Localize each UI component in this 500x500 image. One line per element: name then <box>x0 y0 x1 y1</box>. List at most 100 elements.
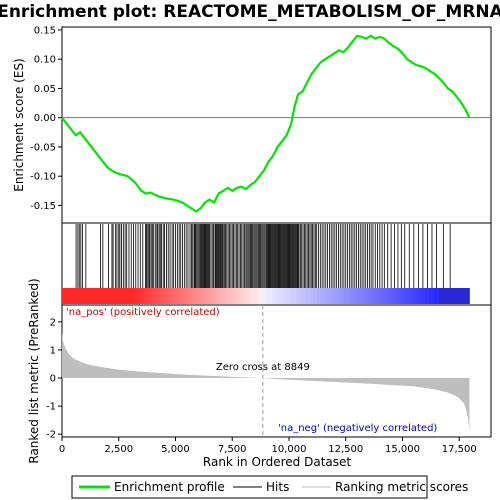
colorbar-segment <box>377 288 382 304</box>
colorbar-segment <box>286 288 290 304</box>
colorbar-segment <box>404 288 409 304</box>
colorbar-segment <box>75 288 80 304</box>
colorbar-segment <box>146 288 151 304</box>
colorbar-segment <box>228 288 233 304</box>
colorbar-segment <box>95 288 100 304</box>
colorbar-segment <box>255 288 260 304</box>
legend-hits-label: Hits <box>266 480 289 494</box>
colorbar-segment <box>224 288 229 304</box>
x-tick-label: 5,000 <box>161 444 190 455</box>
colorbar-segment <box>391 288 396 304</box>
colorbar-segment <box>231 288 236 304</box>
colorbar-segment <box>466 288 470 304</box>
colorbar-segment <box>428 288 433 304</box>
colorbar-segment <box>167 288 172 304</box>
colorbar-segment <box>275 288 280 304</box>
x-axis-label: Rank in Ordered Dataset <box>203 455 351 469</box>
colorbar-segment <box>269 288 273 304</box>
colorbar-segment <box>119 288 124 304</box>
enrichment-profile-line <box>61 34 471 213</box>
colorbar-segment <box>89 288 93 304</box>
colorbar-segment <box>187 288 192 304</box>
enrichment-score-panel: -0.15 -0.10 -0.05 0.00 0.05 0.10 0.15 Enrichme… <box>12 25 492 224</box>
colorbar-segment <box>238 288 243 304</box>
colorbar-segment <box>258 288 263 304</box>
metric-y-tick-label: -1 <box>46 402 56 413</box>
hits-panel <box>61 222 492 306</box>
x-tick-label: 10,000 <box>271 444 306 455</box>
chart-title: Enrichment plot: REACTOME_METABOLISM_OF_… <box>0 2 500 22</box>
es-y-tick-label: 0.05 <box>34 84 56 95</box>
colorbar-segment <box>279 288 284 304</box>
colorbar-segment <box>316 288 321 304</box>
colorbar-segment <box>92 288 97 304</box>
colorbar-segment <box>157 288 161 304</box>
metric-y-tick-label: 2 <box>50 317 56 328</box>
ranking-metric-area <box>62 333 470 432</box>
colorbar-segment <box>289 288 294 304</box>
metric-panel-frame <box>61 304 492 438</box>
colorbar-segment <box>303 288 307 304</box>
colorbar-segment <box>153 288 158 304</box>
colorbar-segment <box>207 288 212 304</box>
colorbar-segment <box>99 288 104 304</box>
zero-cross-label: Zero cross at 8849 <box>216 362 310 373</box>
metric-y-tick-label: -2 <box>46 430 56 441</box>
colorbar-segment <box>129 288 134 304</box>
colorbar-segment <box>133 288 138 304</box>
x-tick-label: 15,000 <box>385 444 420 455</box>
colorbar-segment <box>309 288 314 304</box>
colorbar-segment <box>136 288 141 304</box>
es-y-tick-label: -0.10 <box>30 172 56 183</box>
x-tick-label: 12,500 <box>328 444 363 455</box>
colorbar-segment <box>214 288 219 304</box>
colorbar-segment <box>262 288 267 304</box>
colorbar-segment <box>360 288 365 304</box>
colorbar-segment <box>387 288 392 304</box>
colorbar-segment <box>411 288 416 304</box>
colorbar-segment <box>82 288 87 304</box>
colorbar-segment <box>221 288 226 304</box>
colorbar-segment <box>326 288 331 304</box>
colorbar-segment <box>245 288 250 304</box>
colorbar-segment <box>350 288 355 304</box>
legend-enrichment-label: Enrichment profile <box>114 480 225 494</box>
colorbar-segment <box>150 288 155 304</box>
colorbar-segment <box>292 288 297 304</box>
colorbar-segment <box>357 288 362 304</box>
colorbar-segment <box>282 288 287 304</box>
colorbar-segment <box>459 288 464 304</box>
colorbar-segment <box>252 288 256 304</box>
colorbar-segment <box>418 288 423 304</box>
colorbar-segment <box>140 288 144 304</box>
es-y-tick-label: 0.15 <box>34 25 56 36</box>
colorbar-segment <box>425 288 430 304</box>
colorbar-segment <box>367 288 372 304</box>
colorbar-segment <box>174 288 178 304</box>
colorbar-segment <box>272 288 277 304</box>
colorbar-segment <box>415 288 419 304</box>
colorbar-segment <box>452 288 457 304</box>
colorbar-segment <box>180 288 185 304</box>
colorbar-segment <box>449 288 453 304</box>
colorbar-segment <box>163 288 168 304</box>
colorbar-segment <box>340 288 345 304</box>
colorbar-segment <box>364 288 368 304</box>
colorbar-segment <box>343 288 348 304</box>
colorbar-segment <box>72 288 76 304</box>
colorbar-segment <box>68 288 73 304</box>
colorbar-segment <box>265 288 270 304</box>
es-y-tick-label: -0.15 <box>30 201 56 212</box>
colorbar-segment <box>241 288 246 304</box>
colorbar-segment <box>65 288 70 304</box>
negative-correlation-label: 'na_neg' (negatively correlated) <box>278 423 437 434</box>
x-tick-label: 2,500 <box>104 444 133 455</box>
legend: Enrichment profile Hits Ranking metric s… <box>71 475 468 499</box>
colorbar-segment <box>323 288 328 304</box>
colorbar-segment <box>333 288 338 304</box>
colorbar-segment <box>78 288 83 304</box>
colorbar-segment <box>398 288 402 304</box>
colorbar-segment <box>442 288 447 304</box>
